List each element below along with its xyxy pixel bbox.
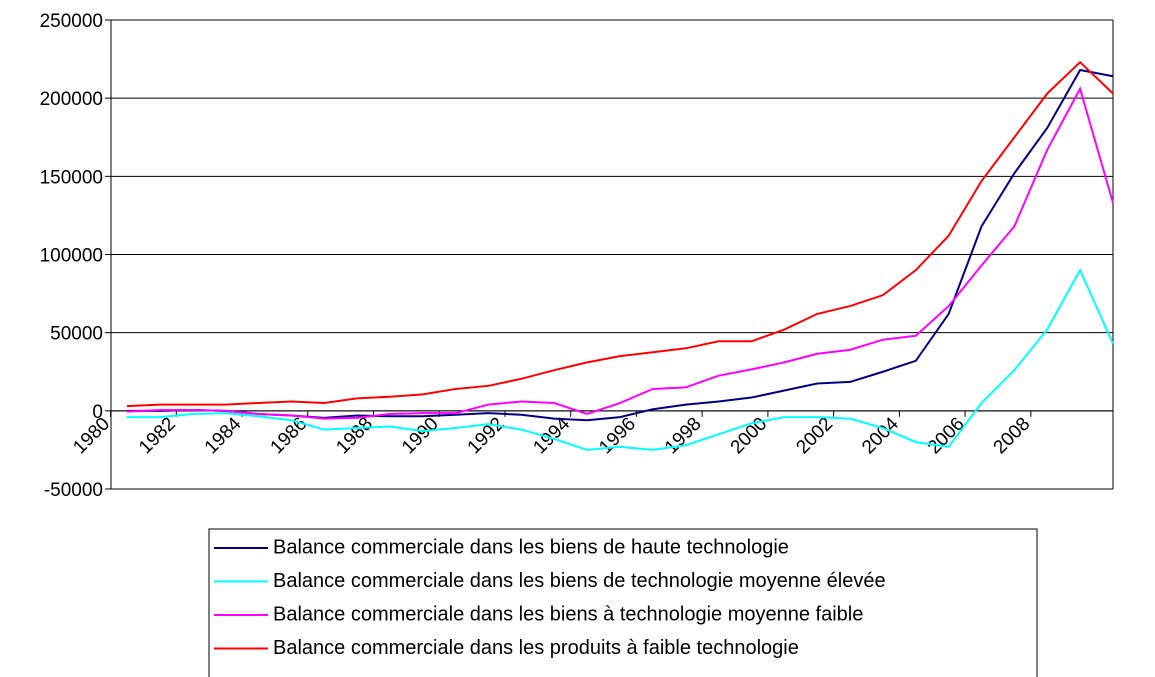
y-tick-label: -50000 (44, 480, 103, 501)
legend-box (208, 528, 1038, 677)
y-tick-label: 250000 (40, 11, 103, 32)
x-tick-label: 1996 (595, 414, 640, 459)
x-tick-label: 1988 (332, 414, 377, 459)
legend-label: Balance commerciale dans les biens de te… (273, 570, 886, 592)
y-tick-label: 150000 (40, 167, 103, 188)
series-line (127, 68, 1114, 422)
x-tick-label: 1984 (201, 413, 246, 458)
legend-label: Balance commerciale dans les produits à … (273, 637, 799, 659)
series-line (126, 86, 1114, 420)
x-tick-label: 1998 (661, 414, 706, 459)
x-tick-label: 1980 (69, 414, 114, 459)
legend-label: Balance commerciale dans les biens à tec… (273, 603, 863, 625)
x-tick-label: 2008 (990, 414, 1035, 459)
legend-label: Balance commerciale dans les biens de ha… (273, 536, 789, 558)
y-tick-label: 100000 (40, 246, 103, 267)
x-tick-label: 1982 (135, 414, 180, 459)
x-tick-label: 1992 (464, 414, 509, 459)
series-line (126, 60, 1114, 408)
x-tick-label: 2006 (924, 414, 969, 459)
y-tick-label: 0 (92, 402, 103, 423)
y-tick-label: 50000 (50, 324, 103, 345)
x-tick-label: 2002 (792, 414, 837, 459)
x-tick-label: 2004 (858, 413, 903, 458)
y-tick-label: 200000 (40, 89, 103, 110)
x-tick-label: 1990 (398, 414, 443, 459)
series-line (127, 267, 1114, 451)
